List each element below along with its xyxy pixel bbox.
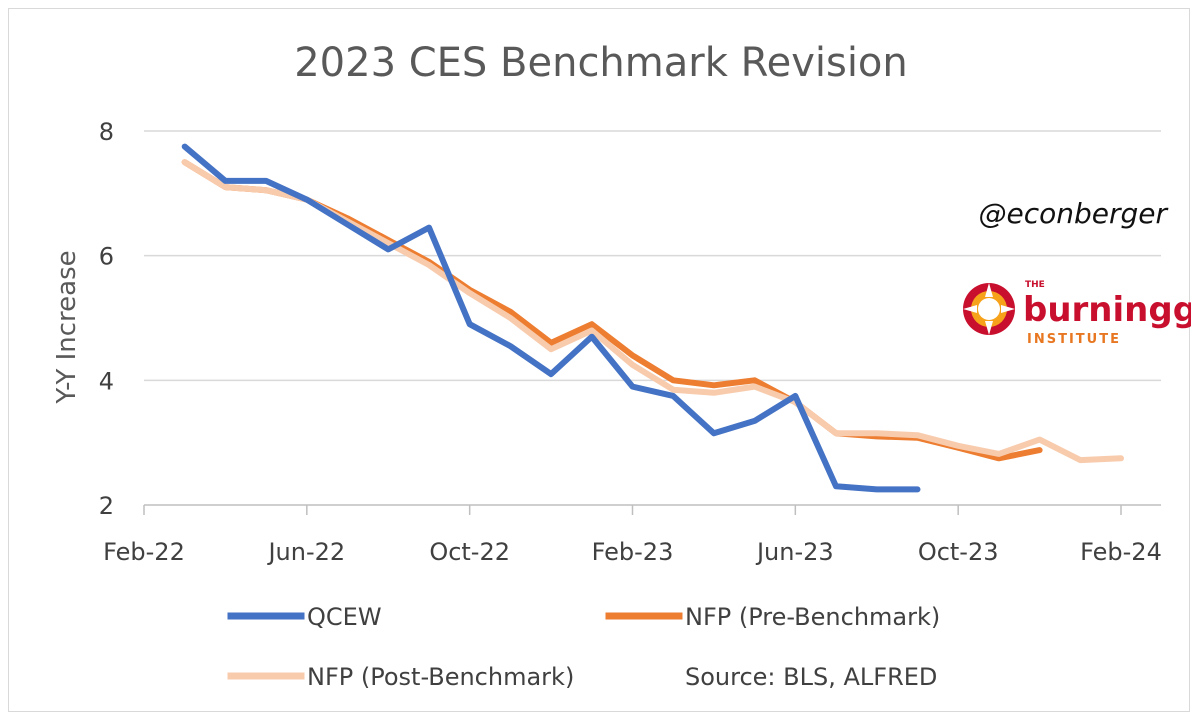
x-tick-label: Jun-23	[755, 538, 834, 566]
y-tick-label: 8	[99, 118, 114, 146]
x-tick-label: Feb-22	[103, 538, 185, 566]
y-tick-label: 4	[99, 367, 114, 395]
chart-svg: 2023 CES Benchmark Revision 2 4 6 8 Feb-22 J…	[52, 40, 1191, 691]
x-axis	[143, 504, 1161, 515]
x-tick-labels: Feb-22 Jun-22 Oct-22 Feb-23 Jun-23 Oct-23 Feb-…	[103, 538, 1162, 566]
x-tick-label: Feb-23	[592, 538, 674, 566]
y-tick-labels: 2 4 6 8	[99, 118, 114, 520]
author-handle: @econberger	[978, 197, 1168, 230]
logo-emblem-icon	[963, 283, 1015, 335]
legend-label-nfp-pre: NFP (Pre-Benchmark)	[685, 603, 940, 631]
x-tick-label: Oct-22	[429, 538, 510, 566]
series-lines	[181, 143, 1124, 493]
series-line-qcew	[181, 143, 921, 493]
legend: QCEW NFP (Pre-Benchmark) NFP (Post-Bench…	[227, 603, 940, 691]
logo-the: THE	[1025, 280, 1045, 290]
logo-institute: INSTITUTE	[1027, 332, 1121, 347]
x-tick-label: Oct-23	[918, 538, 999, 566]
legend-source: Source: BLS, ALFRED	[685, 663, 937, 691]
y-tick-label: 6	[99, 243, 114, 271]
legend-label-nfp-post: NFP (Post-Benchmark)	[307, 663, 574, 691]
burning-glass-logo: THE burningglass INSTITUTE	[963, 280, 1191, 347]
logo-name: burningglass	[1023, 290, 1191, 330]
x-tick-label: Feb-24	[1080, 538, 1162, 566]
x-tick-label: Jun-22	[266, 538, 345, 566]
chart-frame: 2023 CES Benchmark Revision 2 4 6 8 Feb-22 J…	[8, 8, 1191, 712]
y-axis-label: Y-Y Increase	[52, 250, 82, 404]
y-tick-label: 2	[99, 492, 114, 520]
chart-title: 2023 CES Benchmark Revision	[294, 40, 908, 86]
gridlines	[144, 130, 1161, 382]
legend-label-qcew: QCEW	[307, 603, 382, 631]
